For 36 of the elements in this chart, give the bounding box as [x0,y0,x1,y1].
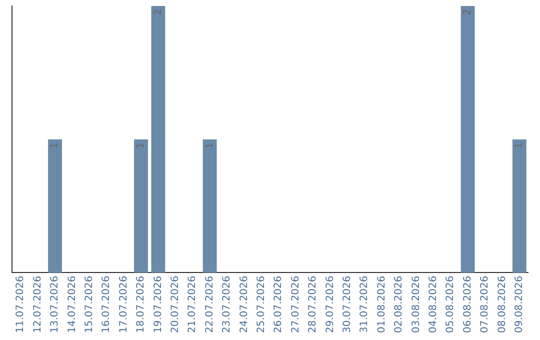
x-tick-label: 27.07.2026 [290,276,302,334]
x-tick-label: 12.07.2026 [32,276,44,334]
x-tick-label: 28.07.2026 [308,276,319,334]
data-label: 1 [50,142,61,149]
x-tick-label: 11.07.2026 [15,276,26,334]
x-tick-label: 25.07.2026 [256,276,267,334]
data-label: 1 [514,142,525,149]
x-tick-label: 04.08.2026 [428,276,439,334]
x-tick-label: 29.07.2026 [324,276,336,334]
x-tick-label: 05.08.2026 [445,276,456,334]
x-tick-label: 06.08.2026 [462,276,474,334]
x-tick-label: 23.07.2026 [222,276,233,334]
x-tick-label: 26.07.2026 [273,276,284,334]
x-tick-label: 01.08.2026 [376,276,388,334]
x-tick-label: 22.07.2026 [204,276,216,334]
x-tick-label: 18.07.2026 [136,276,147,334]
data-label: 2 [152,9,164,16]
x-tick-label: 24.07.2026 [238,276,250,334]
x-tick-label: 16.07.2026 [101,276,112,334]
data-label: 1 [204,142,216,149]
x-tick-label: 31.07.2026 [359,276,370,334]
x-tick-label: 20.07.2026 [170,276,181,334]
x-tick-label: 14.07.2026 [66,276,78,334]
x-tick-label: 09.08.2026 [514,276,525,334]
x-tick-label: 30.07.2026 [342,276,353,334]
x-tick-label: 02.08.2026 [394,276,405,334]
x-tick-label: 07.08.2026 [480,276,491,334]
x-tick-label: 08.08.2026 [496,276,508,334]
x-tick-label: 17.07.2026 [118,276,130,334]
x-tick-label: 15.07.2026 [84,276,95,334]
x-tick-label: 19.07.2026 [152,276,164,334]
data-label: 2 [462,9,474,16]
x-tick-label: 21.07.2026 [187,276,198,334]
data-label: 1 [136,142,147,149]
x-tick-label: 13.07.2026 [50,276,61,334]
x-tick-label: 03.08.2026 [410,276,422,334]
